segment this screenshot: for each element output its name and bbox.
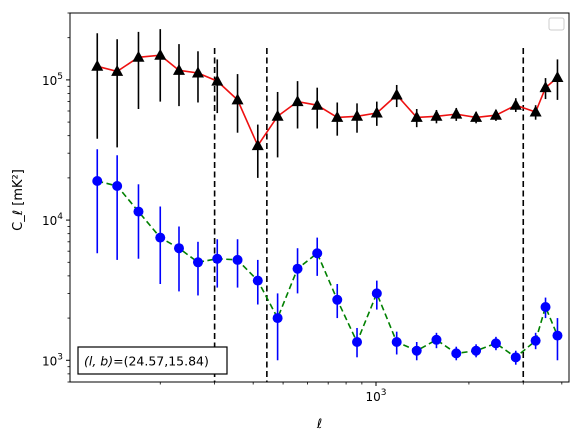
data-point-marker	[272, 313, 283, 324]
data-point-marker	[390, 88, 403, 100]
data-point-marker	[252, 275, 263, 286]
data-point-marker	[539, 81, 552, 93]
data-point-marker	[92, 176, 103, 187]
annotation-math-part: (l, b)	[84, 354, 113, 369]
data-point-marker	[312, 248, 323, 259]
tick-label: 103	[42, 352, 63, 368]
tick-label-base: 10	[42, 354, 57, 368]
data-point-marker	[132, 50, 145, 62]
data-point-marker	[271, 109, 284, 121]
data-point-marker	[311, 98, 324, 110]
data-point-marker	[351, 109, 364, 121]
legend-box	[548, 17, 565, 31]
tick-label: 104	[42, 212, 63, 228]
data-point-marker	[371, 288, 382, 299]
data-point-marker	[391, 337, 402, 348]
data-point-marker	[510, 352, 521, 363]
x-axis-label: ℓ	[316, 417, 322, 432]
data-point-marker	[529, 105, 542, 117]
data-point-marker	[552, 330, 563, 341]
data-point-marker	[212, 253, 223, 264]
y-axis-label: C_ℓ [mK²]	[11, 169, 26, 231]
data-point-marker	[91, 59, 104, 71]
data-point-marker	[111, 64, 124, 76]
data-point-marker	[251, 139, 264, 151]
data-point-marker	[410, 110, 423, 122]
annotation-frame	[77, 346, 228, 375]
data-point-marker	[211, 74, 224, 86]
data-point-marker	[411, 345, 422, 356]
data-point-marker	[331, 110, 344, 122]
data-point-marker	[231, 93, 244, 105]
data-point-marker	[172, 63, 185, 75]
data-point-marker	[431, 334, 442, 345]
tick-label-base: 10	[365, 390, 380, 404]
data-point-marker	[509, 98, 522, 110]
data-point-marker	[332, 294, 343, 305]
data-point-marker	[489, 108, 502, 120]
tick-label-exponent: 3	[381, 388, 387, 398]
data-point-marker	[133, 206, 144, 217]
data-point-marker	[370, 106, 383, 118]
data-point-marker	[112, 181, 123, 192]
tick-label-exponent: 5	[57, 72, 63, 82]
annotation-text: (l, b)=(24.57,15.84)	[84, 354, 209, 369]
tick-label-base: 10	[42, 74, 57, 88]
data-point-marker	[490, 338, 501, 349]
plot-area-frame	[69, 12, 570, 383]
tick-label: 103	[365, 388, 386, 404]
data-point-marker	[154, 48, 167, 60]
tick-label: 105	[42, 72, 63, 88]
data-point-marker	[191, 66, 204, 78]
data-point-marker	[155, 232, 166, 243]
data-point-marker	[450, 107, 463, 119]
tick-label-base: 10	[42, 214, 57, 228]
data-point-marker	[540, 301, 551, 312]
annotation-box: (l, b)=(24.57,15.84)	[77, 346, 228, 375]
data-point-marker	[192, 257, 203, 268]
data-point-marker	[470, 110, 483, 122]
annotation-plain-part: =(24.57,15.84)	[113, 354, 209, 369]
data-point-marker	[471, 345, 482, 356]
data-point-marker	[173, 243, 184, 254]
data-point-marker	[291, 95, 304, 107]
vertical-line-group	[213, 48, 525, 382]
data-point-marker	[551, 71, 564, 83]
tick-label-exponent: 3	[57, 352, 63, 362]
data-point-marker	[352, 337, 363, 348]
data-point-marker	[530, 335, 541, 346]
data-point-marker	[232, 254, 243, 265]
data-point-marker	[430, 109, 443, 121]
data-point-marker	[292, 263, 303, 274]
tick-label-exponent: 4	[57, 212, 63, 222]
data-point-marker	[451, 348, 462, 359]
plot-area-background	[70, 13, 569, 382]
series-group	[91, 29, 564, 365]
